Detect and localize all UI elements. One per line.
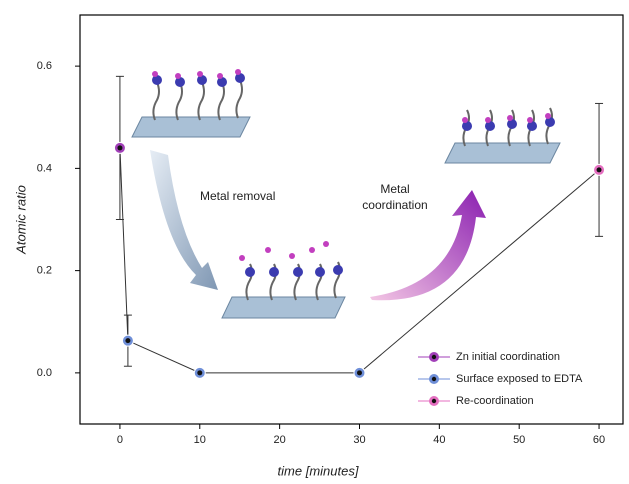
legend-label: Re-coordination <box>456 395 534 407</box>
legend-marker-core <box>432 399 436 403</box>
point-core <box>125 338 130 343</box>
series-line <box>128 341 360 373</box>
point <box>594 164 605 175</box>
x-axis-label: time [minutes] <box>278 463 359 478</box>
annotation: Metal coordination <box>362 182 427 212</box>
illustration <box>132 69 560 318</box>
legend-label: Surface exposed to EDTA <box>456 373 583 385</box>
legend-marker-core <box>432 355 436 359</box>
point <box>122 335 133 346</box>
y-tick-label: 0.4 <box>37 162 52 174</box>
point <box>114 142 125 153</box>
annotation: Metal removal <box>200 189 275 203</box>
point <box>354 367 365 378</box>
x-tick-label: 60 <box>593 434 605 446</box>
point <box>194 367 205 378</box>
point-core <box>117 145 122 150</box>
legend-label: Zn initial coordination <box>456 351 560 363</box>
y-axis-label: Atomic ratio <box>13 185 28 255</box>
legend-marker-core <box>432 377 436 381</box>
y-tick-label: 0.0 <box>37 367 52 379</box>
x-tick-label: 50 <box>513 434 525 446</box>
y-tick-label: 0.2 <box>37 265 52 277</box>
x-tick-label: 10 <box>194 434 206 446</box>
x-tick-label: 0 <box>117 434 123 446</box>
x-tick-label: 20 <box>274 434 286 446</box>
x-tick-label: 30 <box>353 434 365 446</box>
annotation-line: Metal <box>380 182 409 196</box>
point-core <box>597 167 602 172</box>
point-core <box>197 370 202 375</box>
annotation-line: coordination <box>362 198 427 212</box>
chart: Metal removal Metal coordination 0.0 0.2 0.4… <box>0 0 629 484</box>
point-core <box>357 370 362 375</box>
y-tick-label: 0.6 <box>37 60 52 72</box>
x-tick-label: 40 <box>433 434 445 446</box>
connector-line <box>120 148 128 341</box>
